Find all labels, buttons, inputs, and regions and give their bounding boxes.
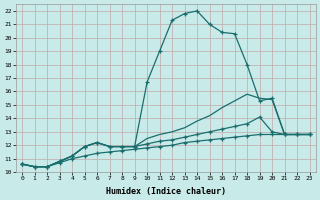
X-axis label: Humidex (Indice chaleur): Humidex (Indice chaleur) bbox=[106, 187, 226, 196]
